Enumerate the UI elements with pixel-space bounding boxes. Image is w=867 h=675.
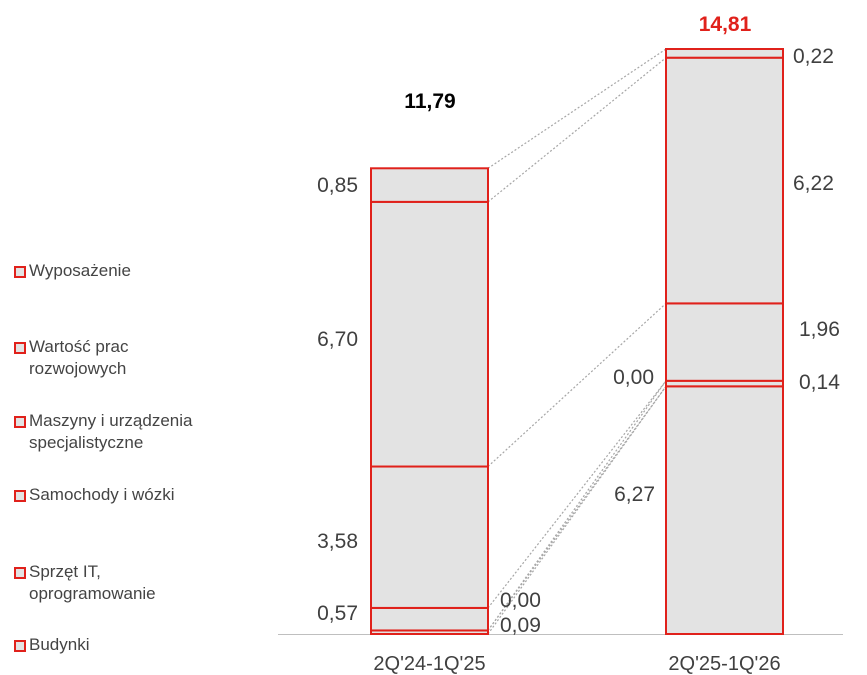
legend-swatch	[14, 342, 26, 354]
legend-item-wartosc-prac: Wartość prac rozwojowych	[14, 336, 129, 380]
data-label: 3,58	[317, 530, 358, 553]
bar-segment	[665, 56, 784, 305]
data-label: 0,09	[500, 614, 541, 637]
connector-line	[487, 385, 667, 635]
legend-swatch	[14, 640, 26, 652]
data-label: 6,27	[614, 483, 655, 506]
bar-segment	[370, 200, 489, 468]
legend-label: Budynki	[29, 635, 90, 654]
connector-line	[487, 48, 667, 169]
legend-label-line2: specjalistyczne	[29, 433, 144, 452]
legend-item-samochody: Samochody i wózki	[14, 484, 175, 506]
legend-item-maszyny: Maszyny i urządzenia specjalistyczne	[14, 410, 192, 454]
total-label: 11,79	[404, 90, 455, 113]
data-label: 6,22	[793, 172, 834, 195]
total-label: 14,81	[699, 13, 752, 36]
connector-line	[487, 380, 667, 609]
data-label: 6,70	[317, 328, 358, 351]
data-label: 0,57	[317, 602, 358, 625]
connector-line	[487, 57, 667, 203]
x-tick-label: 2Q'25-1Q'26	[668, 653, 780, 675]
legend-label: Samochody i wózki	[29, 485, 175, 504]
bar-segment	[665, 48, 784, 59]
legend-label: Sprzęt IT,	[29, 562, 101, 581]
data-label: 0,00	[500, 589, 541, 612]
data-label: 0,22	[793, 45, 834, 68]
x-tick-label: 2Q'24-1Q'25	[373, 653, 485, 675]
legend-swatch	[14, 567, 26, 579]
connector-line	[487, 380, 667, 631]
legend-item-sprzet-it: Sprzęt IT, oprogramowanie	[14, 561, 156, 605]
legend-item-budynki: Budynki	[14, 634, 89, 656]
legend-label: Wyposażenie	[29, 261, 131, 280]
bar-segment	[665, 385, 784, 635]
data-label: 0,00	[613, 366, 654, 389]
data-label: 0,85	[317, 174, 358, 197]
data-label: 1,96	[799, 318, 840, 341]
data-label: 0,14	[799, 371, 840, 394]
bar-segment	[370, 167, 489, 203]
bar-segment	[370, 465, 489, 609]
legend-item-wyposazenie: Wyposażenie	[14, 260, 131, 282]
legend-label-line2: rozwojowych	[29, 359, 127, 378]
bar-segment	[665, 302, 784, 382]
connector-line	[487, 302, 667, 467]
legend-swatch	[14, 416, 26, 428]
legend-swatch	[14, 266, 26, 278]
legend-label-line2: oprogramowanie	[29, 584, 156, 603]
bar-segment	[370, 606, 489, 632]
legend-swatch	[14, 490, 26, 502]
legend-label: Maszyny i urządzenia	[29, 411, 193, 430]
legend-label: Wartość prac	[29, 337, 129, 356]
